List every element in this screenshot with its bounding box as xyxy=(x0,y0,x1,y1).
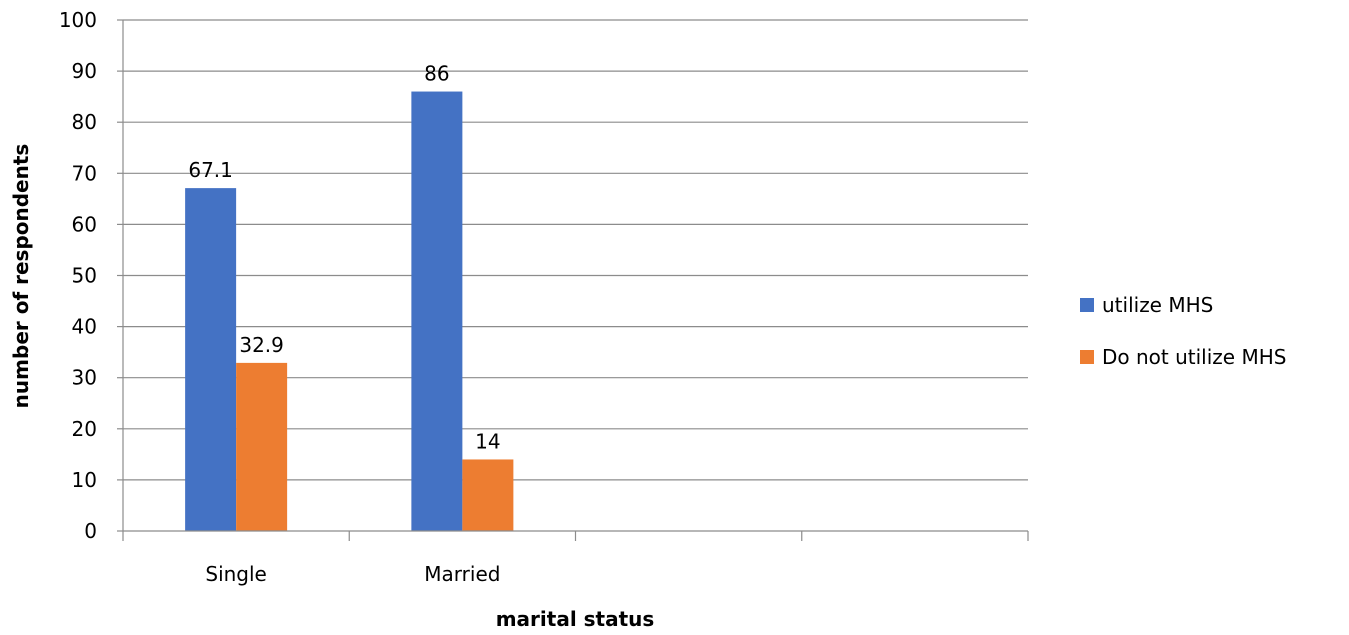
legend-swatch xyxy=(1080,350,1094,364)
x-tick-labels: Single Married xyxy=(205,562,500,586)
bar xyxy=(411,91,463,531)
y-tick-label: 90 xyxy=(72,59,97,83)
y-tick-label: 40 xyxy=(72,315,97,339)
x-axis-title: marital status xyxy=(496,607,655,631)
y-tick-label: 50 xyxy=(72,264,97,288)
y-tick-label: 10 xyxy=(72,468,97,492)
data-label: 67.1 xyxy=(188,158,233,182)
y-tick-label: 20 xyxy=(72,417,97,441)
y-tick-labels: 0 10 20 30 40 50 60 70 80 90 100 xyxy=(59,8,97,543)
y-axis-title: number of respondents xyxy=(9,144,33,409)
y-tick-label: 80 xyxy=(72,110,97,134)
bar xyxy=(236,362,288,531)
y-tick-label: 30 xyxy=(72,366,97,390)
data-label: 86 xyxy=(424,62,449,86)
bar xyxy=(462,459,514,531)
legend: utilize MHS Do not utilize MHS xyxy=(1080,293,1286,369)
y-tick-label: 60 xyxy=(72,212,97,236)
data-label: 32.9 xyxy=(239,333,284,357)
y-tick-label: 70 xyxy=(72,161,97,185)
legend-label: Do not utilize MHS xyxy=(1102,345,1286,369)
legend-swatch xyxy=(1080,298,1094,312)
data-labels: 67.1 86 32.9 14 xyxy=(188,62,500,454)
bars xyxy=(185,91,514,531)
y-tick-label: 0 xyxy=(84,519,97,543)
data-label: 14 xyxy=(475,429,500,453)
x-tick-label: Married xyxy=(424,562,500,586)
axes xyxy=(117,19,1029,541)
legend-label: utilize MHS xyxy=(1102,293,1213,317)
bar xyxy=(185,188,237,531)
x-tick-label: Single xyxy=(205,562,266,586)
y-tick-label: 100 xyxy=(59,8,97,32)
